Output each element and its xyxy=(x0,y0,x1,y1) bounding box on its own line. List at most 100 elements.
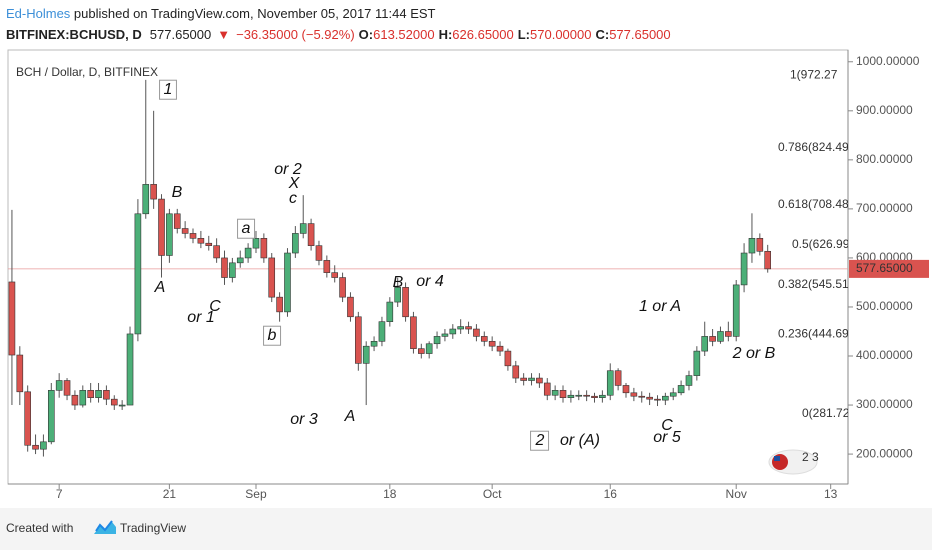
candle-body xyxy=(465,326,472,330)
y-tick-label: 500.00000 xyxy=(856,299,913,313)
fib-label: 0.5(626.99 xyxy=(792,237,850,251)
candle-body xyxy=(79,390,87,406)
candle-body xyxy=(567,394,575,398)
wave-label: C xyxy=(661,417,673,434)
candle-body xyxy=(307,223,315,246)
wave-label: b xyxy=(268,327,277,344)
author[interactable]: Ed-Holmes xyxy=(6,6,71,21)
candle-body xyxy=(292,233,299,254)
candle-body xyxy=(591,395,598,398)
y-tick-label: 300.00000 xyxy=(856,397,913,411)
fib-label: 0.618(708.48 xyxy=(778,197,849,211)
wave-label: or (A) xyxy=(560,432,600,449)
candle-body xyxy=(418,348,425,354)
candle-body xyxy=(480,336,488,342)
symbol: BITFINEX:BCHUSD, D xyxy=(6,27,142,42)
header-line: Ed-Holmes published on TradingView.com, … xyxy=(6,6,436,21)
candle-body xyxy=(662,395,669,401)
candle-body xyxy=(583,394,590,397)
candle-body xyxy=(528,377,535,381)
candle-body xyxy=(24,391,31,446)
change: −36.35000 (−5.92%) xyxy=(236,27,355,42)
candle-body xyxy=(362,345,370,364)
candle-body xyxy=(575,394,583,397)
candle-body xyxy=(378,321,386,342)
candle-body xyxy=(229,262,236,278)
candle-body xyxy=(614,370,622,386)
candle-body xyxy=(599,394,606,398)
ohlc-value: 570.00000 xyxy=(530,27,591,42)
flag-icon: 2 3 xyxy=(768,449,819,475)
wave-label: c xyxy=(289,190,297,207)
candle-body xyxy=(244,247,252,259)
x-tick-label: 16 xyxy=(604,487,618,501)
ohlc-value: 613.52000 xyxy=(373,27,434,42)
candle-body xyxy=(16,354,24,393)
candle-body xyxy=(166,213,173,256)
ohlc-value: 577.65000 xyxy=(609,27,670,42)
candle-body xyxy=(8,281,16,356)
footer-created: Created with xyxy=(6,521,73,535)
candle-body xyxy=(520,377,527,381)
chart-title: BCH / Dollar, D, BITFINEX xyxy=(16,65,158,79)
candle-body xyxy=(543,382,551,396)
fib-label: 0.236(444.69 xyxy=(778,326,849,340)
candle-body xyxy=(654,398,661,401)
wave-label: A xyxy=(344,408,356,425)
candle-body xyxy=(158,198,165,256)
y-tick-label: 700.00000 xyxy=(856,201,913,215)
price: 577.65000 xyxy=(150,27,211,42)
candle-body xyxy=(630,392,638,397)
wave-label: 2 or B xyxy=(732,345,776,362)
wave-label: or 3 xyxy=(290,411,318,428)
ohlc-label: O: xyxy=(359,27,373,42)
candle-body xyxy=(425,343,433,354)
candle-body xyxy=(40,441,47,450)
candle-body xyxy=(339,277,346,298)
arrow: ▼ xyxy=(217,27,230,42)
candle-body xyxy=(276,296,283,313)
candle-body xyxy=(355,316,362,364)
footer-bar xyxy=(0,508,932,550)
candle-body xyxy=(496,345,504,352)
candle-body xyxy=(173,213,181,229)
candle-body xyxy=(504,350,512,367)
brand-logo xyxy=(94,520,116,534)
candle-body xyxy=(725,331,732,337)
candle-body xyxy=(95,390,102,398)
y-tick-label: 900.00000 xyxy=(856,103,913,117)
candle-body xyxy=(740,252,748,286)
candle-body xyxy=(402,287,409,318)
candle-body xyxy=(299,223,307,234)
price-tag xyxy=(849,259,929,278)
candle-body xyxy=(488,340,496,347)
candle-body xyxy=(441,333,449,337)
candle-body xyxy=(606,370,614,396)
candle-body xyxy=(63,380,71,396)
candle-body xyxy=(142,184,150,215)
candle-body xyxy=(126,333,134,406)
footer-brand[interactable]: TradingView xyxy=(120,521,186,535)
wave-label: B xyxy=(393,274,404,291)
wave-label: or 2 xyxy=(274,161,302,178)
candle-body xyxy=(236,257,244,264)
candle-body xyxy=(221,257,228,278)
candle-body xyxy=(622,385,630,394)
candle-body xyxy=(252,238,260,249)
fib-label: 0.382(545.51 xyxy=(778,277,849,291)
label-box xyxy=(159,79,177,100)
candle-body xyxy=(260,238,268,259)
y-tick-label: 800.00000 xyxy=(856,152,913,166)
candle-body xyxy=(551,390,559,396)
wave-label: or 1 xyxy=(187,309,215,326)
candle-body xyxy=(87,390,94,398)
wave-label: X xyxy=(288,175,301,192)
candle-body xyxy=(717,331,724,342)
x-tick-label: 7 xyxy=(56,487,63,501)
candle-body xyxy=(677,385,685,394)
x-tick-label: Nov xyxy=(726,487,747,501)
candle-body xyxy=(433,336,441,345)
x-tick-label: 13 xyxy=(824,487,838,501)
symbol-line: BITFINEX:BCHUSD, D 577.65000 ▼ −36.35000 (−… xyxy=(6,27,671,42)
